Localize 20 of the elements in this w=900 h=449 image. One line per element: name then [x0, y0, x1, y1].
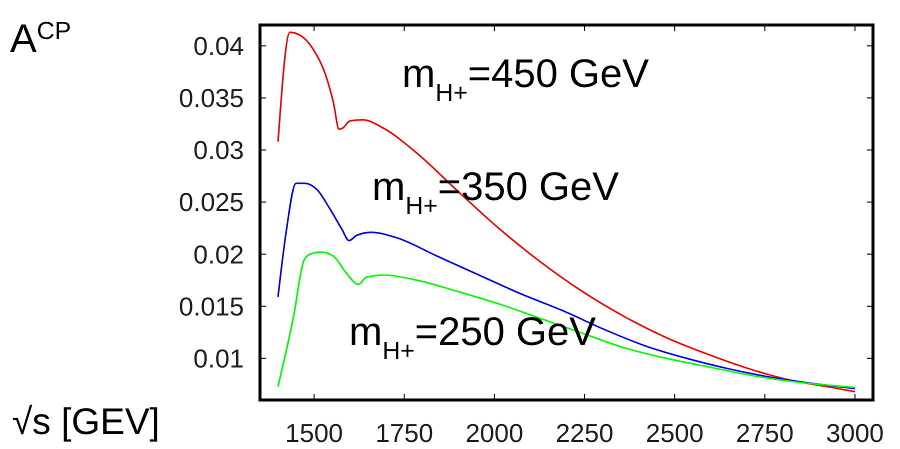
x-tick-label: 2750 — [736, 418, 794, 448]
series-label: m$_{H+}$=250 GeV — [349, 310, 596, 364]
series-label: m$_{H+}$=450 GeV — [402, 52, 650, 106]
y-tick-label: 0.015 — [178, 291, 244, 322]
y-tick-label: 0.01 — [193, 343, 244, 374]
x-tick-label: 1750 — [375, 418, 434, 448]
x-tick-label: 1500 — [285, 418, 344, 448]
line-series — [277, 31, 856, 392]
y-tick-label: 0.035 — [178, 83, 244, 114]
x-tick-label: 2250 — [556, 418, 614, 448]
x-tick-label: 3000 — [826, 418, 884, 448]
y-tick-label: 0.03 — [193, 135, 244, 166]
line-series — [277, 251, 856, 388]
y-tick-label: 0.02 — [193, 239, 244, 270]
x-tick-label: 2000 — [465, 418, 524, 448]
y-axis-title: A$^{CP}$ — [10, 17, 72, 61]
y-tick-label: 0.025 — [178, 187, 244, 218]
y-tick-label: 0.04 — [193, 30, 244, 61]
x-tick-label: 2500 — [646, 418, 704, 448]
x-axis-title: √s [GEV] — [12, 401, 160, 442]
